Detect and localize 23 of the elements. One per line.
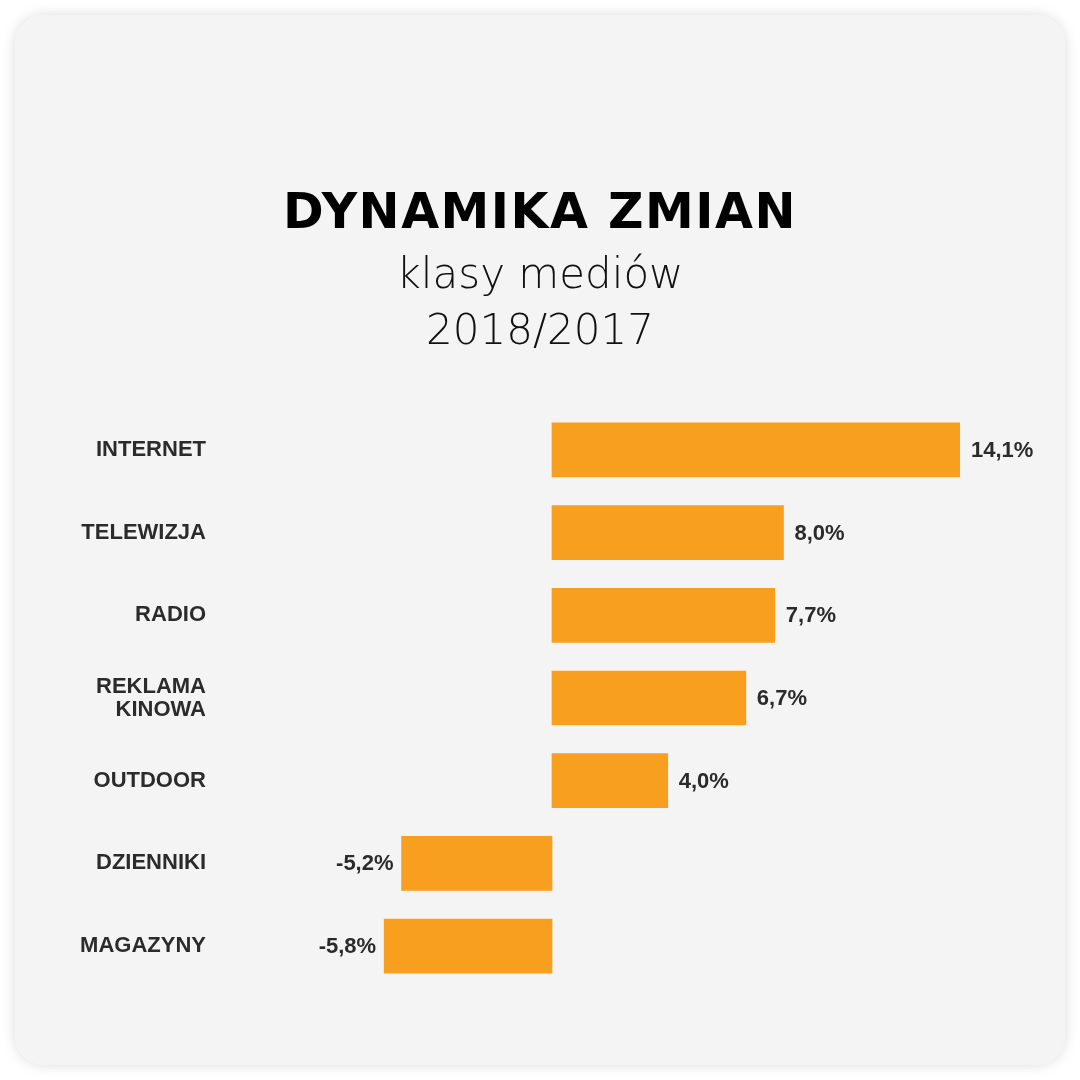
bar xyxy=(551,505,784,560)
y-tick-label: MAGAZYNY xyxy=(80,932,207,958)
bar xyxy=(551,587,776,643)
chart-subtitle: klasy mediów 2018/2017 xyxy=(395,248,685,356)
bar xyxy=(551,753,669,809)
bar xyxy=(401,836,553,891)
bar xyxy=(551,422,960,478)
data-label: -5,8% xyxy=(318,933,377,959)
data-label: 8,0% xyxy=(794,519,845,545)
data-label: 7,7% xyxy=(785,602,836,628)
y-tick-label: INTERNET xyxy=(96,435,207,461)
bar xyxy=(383,918,553,974)
y-tick-label: TELEWIZJA xyxy=(81,518,207,544)
data-label: 6,7% xyxy=(756,685,808,711)
data-label: -5,2% xyxy=(336,850,394,876)
y-tick-label: OUTDOOR xyxy=(93,766,207,792)
bar xyxy=(551,670,747,726)
y-tick-label: DZIENNIKI xyxy=(96,849,206,875)
chart-title: DYNAMIKA ZMIAN xyxy=(282,182,798,242)
y-tick-label: RADIO xyxy=(135,601,206,627)
y-tick-label: REKLAMA KINOWA xyxy=(96,672,207,721)
data-label: 14,1% xyxy=(971,436,1034,462)
data-label: 4,0% xyxy=(678,767,729,793)
